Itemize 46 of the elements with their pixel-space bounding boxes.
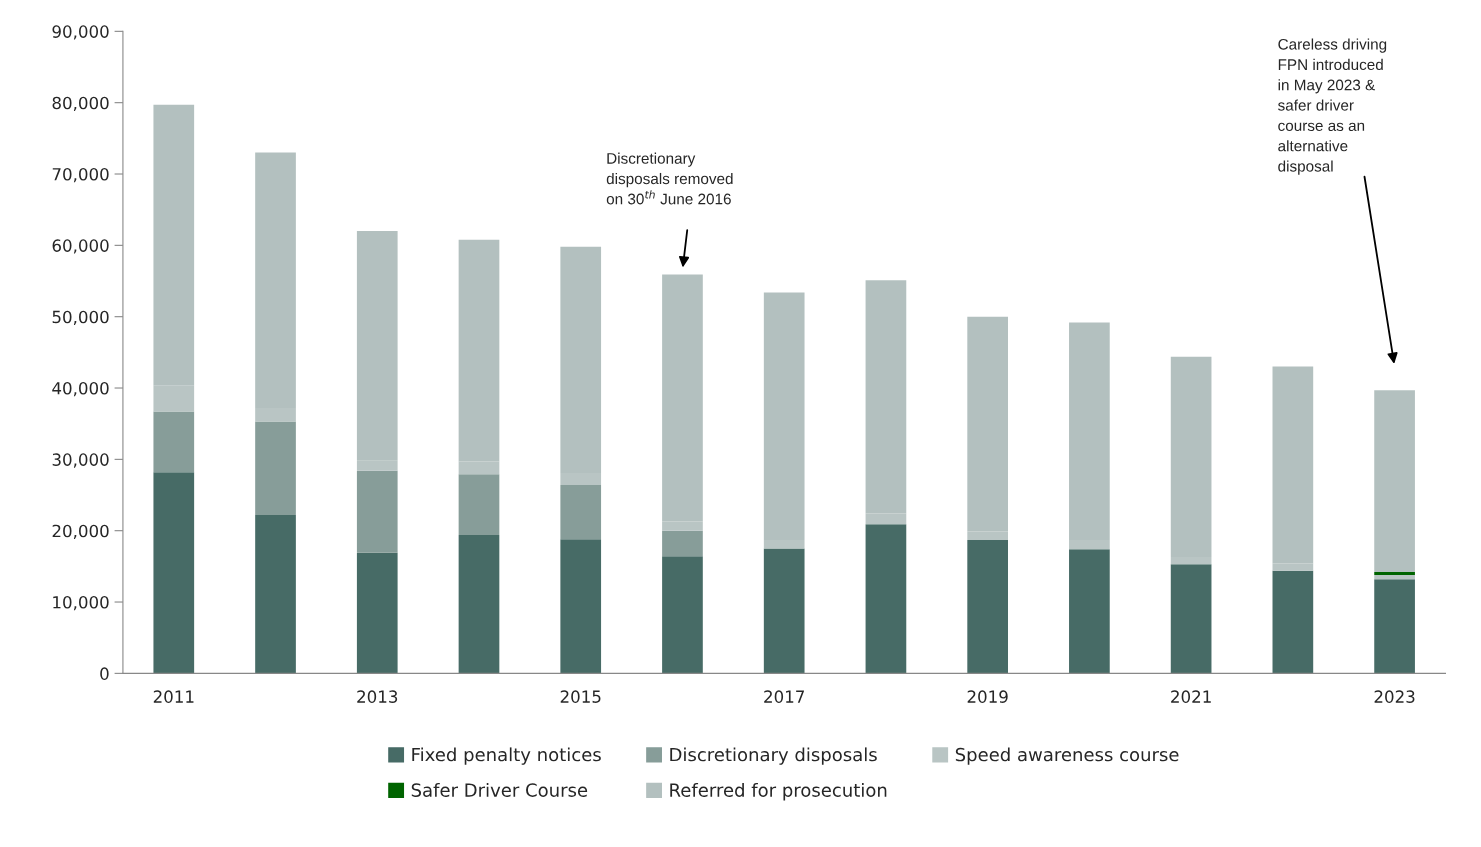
legend-label: Safer Driver Course [411,782,588,797]
bar [662,530,703,557]
x-tick-label: 2013 [357,690,398,703]
x-tick-label: 2021 [1171,690,1211,703]
bar [662,556,703,674]
x-tick-label: 2019 [967,690,1008,703]
bar [153,472,195,674]
y-tick-label: 80,000 [52,96,109,111]
bar [1170,564,1212,674]
y-tick-label: 50,000 [52,310,109,325]
legend-label: Fixed penalty notices [412,747,601,765]
bar [1374,574,1415,580]
bar [1374,579,1415,674]
legend-label: Speed awareness course [955,747,1179,765]
bar [458,534,500,674]
bar [1374,572,1415,575]
bar [458,474,500,535]
x-tick-label: 2011 [153,690,194,703]
bar [865,524,907,674]
bar [255,515,296,674]
bar [967,539,1008,674]
y-tick-label: 30,000 [52,453,109,468]
bar [153,411,195,473]
y-tick-label: 20,000 [52,524,109,539]
y-tick-label: 60,000 [52,239,109,254]
x-tick-label: 2015 [560,690,601,703]
annotation: Discretionary disposals removed on 30$^{th}$ June 2016 [606,152,733,205]
legend-label: Referred for prosecution [670,782,887,801]
bar [560,539,602,674]
y-tick-label: 40,000 [52,381,109,397]
legend-label: Discretionary disposals [670,747,877,765]
bar [1374,390,1415,573]
x-tick-label: 2023 [1374,690,1415,703]
annotation: Careless driving FPN introduced in May 2023 & safer driver course as an alternative disposal [1278,38,1387,175]
bar [1069,549,1110,674]
bar [1272,570,1314,674]
bar [255,421,296,515]
y-tick-label: 10,000 [53,595,109,611]
y-tick-label: 0 [100,667,109,680]
bar [356,552,398,674]
y-tick-label: 70,000 [52,167,109,183]
bar [560,485,602,540]
y-tick-label: 90,000 [52,25,109,40]
bar [763,548,805,674]
x-tick-label: 2017 [764,690,804,703]
bar [356,470,398,553]
